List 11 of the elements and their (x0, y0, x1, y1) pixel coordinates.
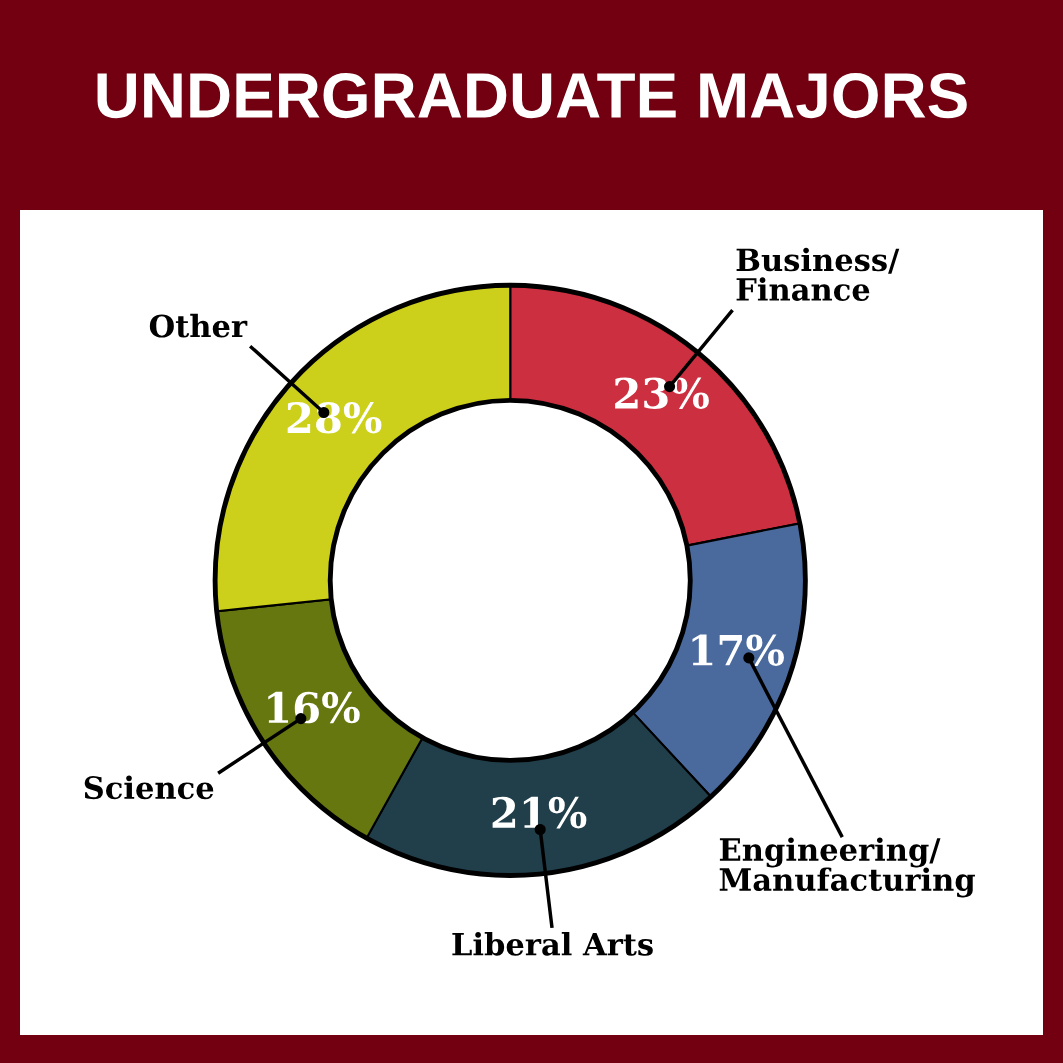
slice-label: Liberal Arts (452, 932, 653, 956)
data-label: 28% (287, 401, 382, 434)
data-label: 21% (492, 796, 587, 829)
slice-label: Other (149, 313, 248, 338)
slice-label: Business/ Finance (736, 247, 900, 301)
data-label: 23% (615, 377, 709, 409)
data-label: 17% (692, 634, 784, 666)
chart-title: UNDERGRADUATE MAJORS (97, 72, 967, 119)
slice-label: Engineering/ Manufacturing (719, 837, 975, 898)
data-label: 16% (268, 691, 360, 724)
slice-label: Science (84, 775, 214, 800)
